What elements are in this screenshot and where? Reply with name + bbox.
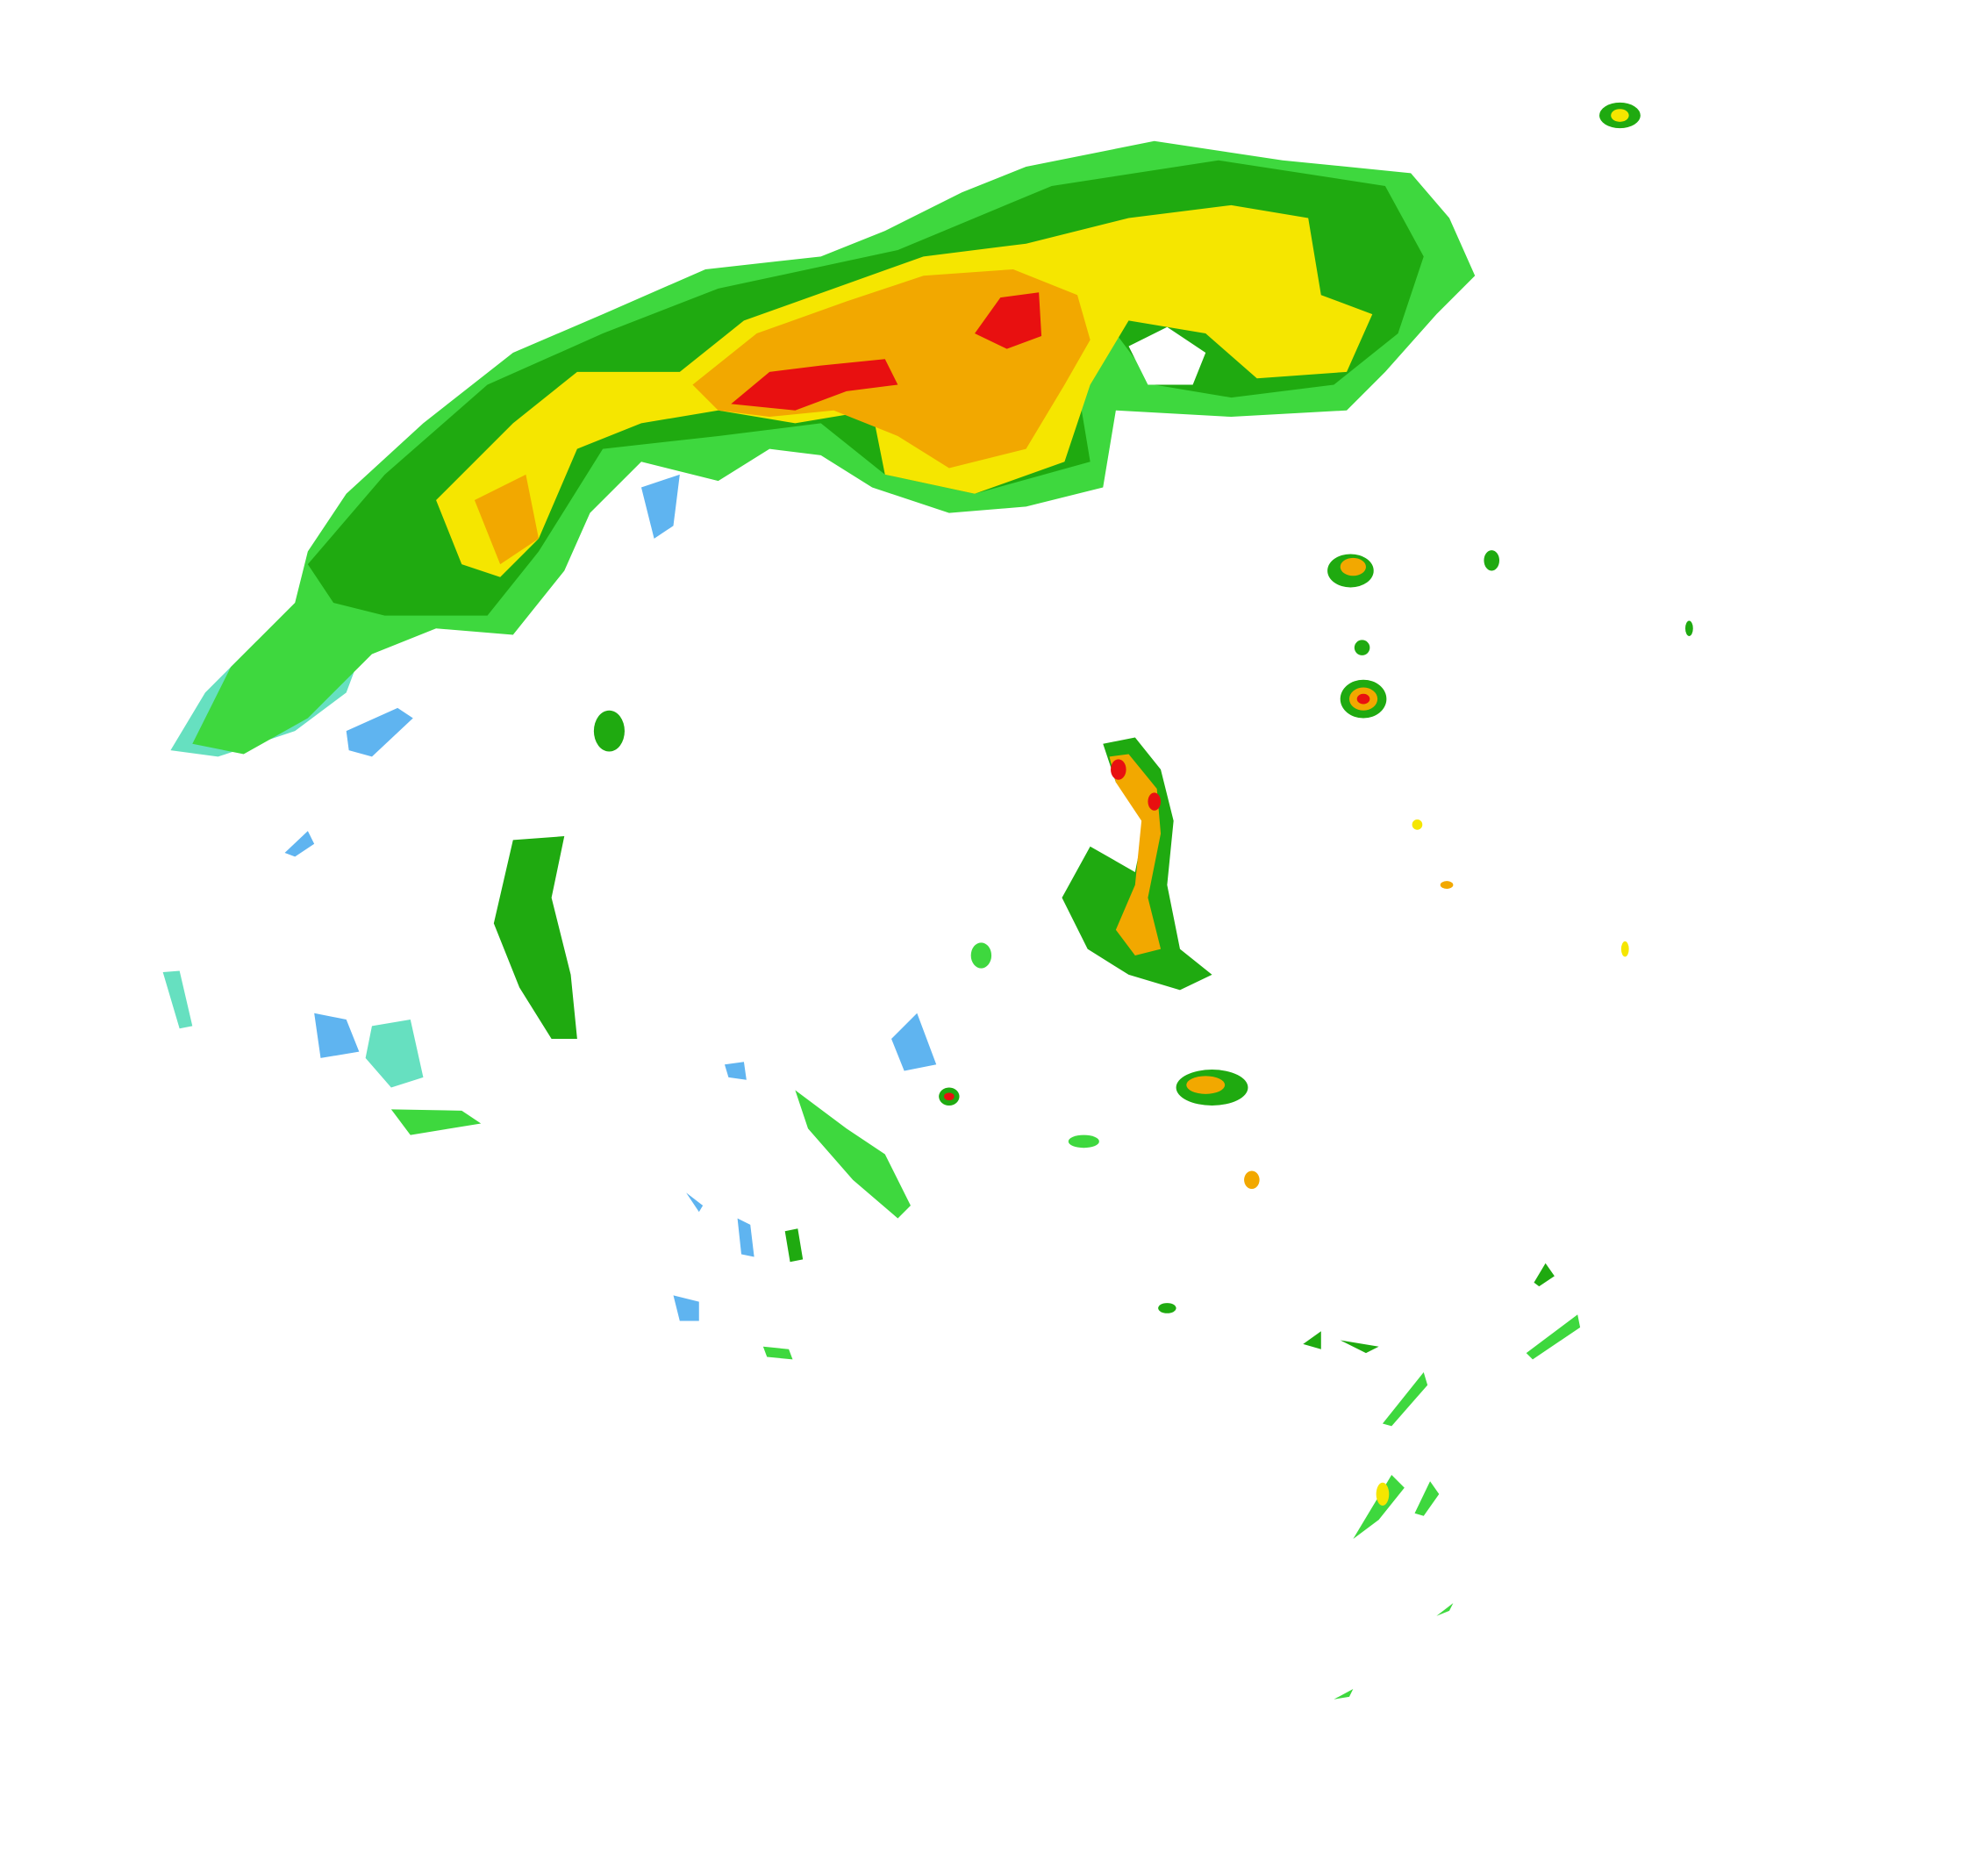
cell — [1353, 1474, 1405, 1540]
precip-red — [731, 292, 1042, 411]
cell — [1340, 1340, 1379, 1354]
cell — [943, 1092, 955, 1101]
scattered-cells — [162, 102, 1693, 1700]
cell — [1436, 1603, 1454, 1616]
cell — [1684, 620, 1693, 637]
cell — [784, 1228, 804, 1263]
northern-storm-band — [170, 140, 1476, 757]
cell — [673, 1295, 699, 1321]
cell — [1340, 557, 1366, 576]
cell — [891, 1013, 937, 1071]
cell — [1376, 1482, 1390, 1506]
cell — [593, 710, 625, 752]
cell — [1620, 941, 1629, 957]
cell — [1158, 1303, 1176, 1313]
cell — [1068, 1134, 1099, 1149]
cell — [1414, 1481, 1440, 1516]
cell — [1244, 1170, 1260, 1189]
cell — [795, 1090, 911, 1219]
cell — [1412, 819, 1423, 830]
cell — [1148, 792, 1162, 811]
cell — [970, 942, 992, 969]
cell — [162, 970, 193, 1029]
cell — [314, 1013, 360, 1058]
cell — [1111, 759, 1126, 780]
cell — [1526, 1314, 1581, 1360]
cell — [724, 1062, 747, 1080]
cell — [640, 474, 680, 539]
cell — [1334, 1689, 1354, 1700]
cell — [1611, 109, 1629, 122]
precip-light-green-east — [1128, 326, 1206, 385]
cell — [1356, 693, 1370, 705]
cell — [686, 1192, 704, 1213]
cell — [390, 1109, 482, 1135]
cell — [1534, 1263, 1555, 1287]
cell-line — [1062, 737, 1212, 991]
cell — [737, 1218, 754, 1257]
cell-line-core — [1109, 754, 1162, 955]
cell — [1354, 640, 1370, 655]
cell — [346, 707, 413, 757]
cell — [1186, 1076, 1226, 1094]
cell — [1303, 1331, 1321, 1349]
cell — [1382, 1372, 1428, 1427]
cell — [284, 831, 315, 857]
cell — [493, 836, 577, 1039]
cell — [762, 1346, 793, 1360]
cell — [365, 1020, 424, 1088]
cell — [1484, 550, 1500, 571]
cell — [1440, 881, 1454, 889]
precip-orange — [474, 268, 1091, 565]
